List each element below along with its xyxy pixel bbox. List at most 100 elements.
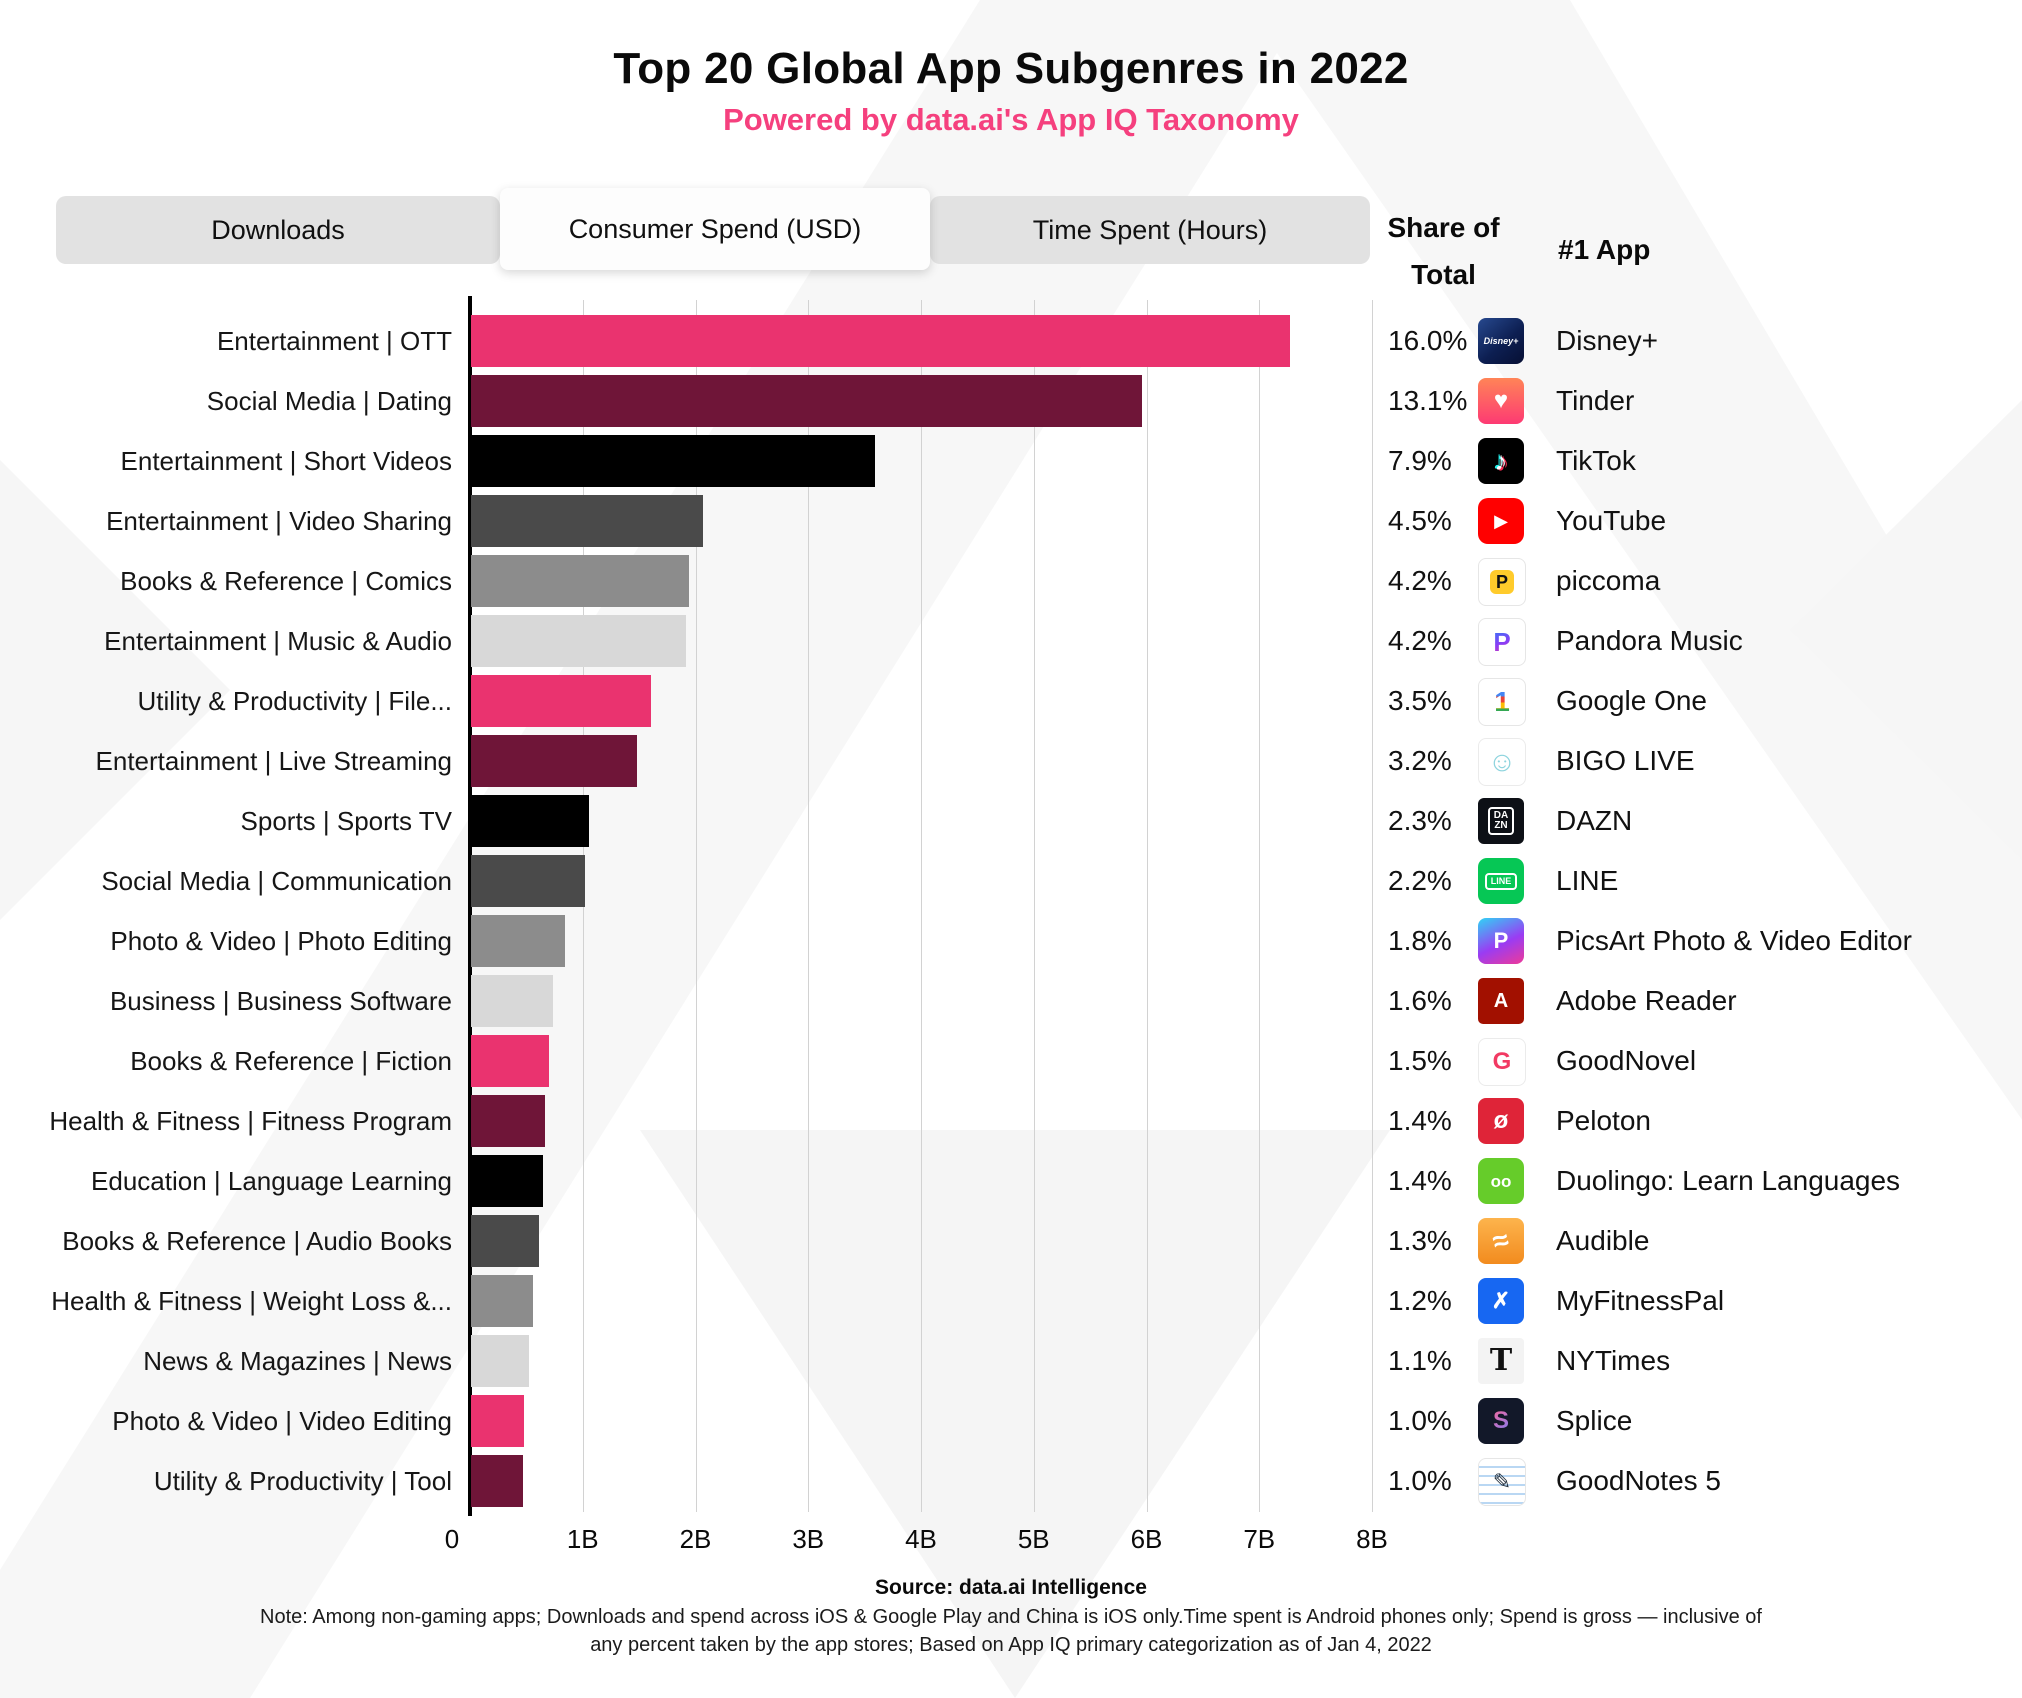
- bar-dazn: [471, 795, 590, 847]
- bar-myfitnesspal: [471, 1275, 533, 1327]
- category-label-piccoma: Books & Reference | Comics: [120, 566, 452, 596]
- x-tick-0: 0: [444, 1524, 460, 1554]
- bar-splice: [471, 1395, 524, 1447]
- x-tick-7B: 7B: [1243, 1524, 1276, 1554]
- bar-pandora-music: [471, 615, 687, 667]
- share-value-myfitnesspal: 1.2%: [1388, 1285, 1452, 1316]
- x-tick-2B: 2B: [679, 1524, 712, 1554]
- bar-duolingo-learn-languages: [471, 1155, 544, 1207]
- app-icon-nytimes: T: [1478, 1338, 1524, 1384]
- bar-nytimes: [471, 1335, 529, 1387]
- app-name-splice: Splice: [1556, 1405, 1633, 1436]
- app-name-line: LINE: [1556, 865, 1619, 896]
- share-value-bigo-live: 3.2%: [1388, 745, 1452, 776]
- app-icon-pandora-music: P: [1478, 618, 1526, 666]
- bar-audible: [471, 1215, 539, 1267]
- share-value-youtube: 4.5%: [1388, 505, 1452, 536]
- category-label-goodnotes-5: Utility & Productivity | Tool: [153, 1466, 452, 1496]
- app-name-dazn: DAZN: [1556, 805, 1633, 836]
- app-icon-goodnovel: G: [1478, 1038, 1526, 1086]
- source-text: Source: data.ai Intelligence: [875, 1576, 1147, 1599]
- app-icon-piccoma: P: [1478, 558, 1526, 606]
- share-value-nytimes: 1.1%: [1388, 1345, 1452, 1376]
- category-label-tinder: Social Media | Dating: [206, 386, 452, 416]
- app-icon-bigo-live: ☺: [1478, 738, 1526, 786]
- app-icon-adobe-reader: A: [1478, 978, 1524, 1024]
- page-title: Top 20 Global App Subgenres in 2022: [613, 44, 1409, 93]
- category-label-splice: Photo & Video | Video Editing: [112, 1406, 452, 1436]
- bar-piccoma: [471, 555, 689, 607]
- app-name-goodnotes-5: GoodNotes 5: [1556, 1465, 1721, 1496]
- x-tick-5B: 5B: [1017, 1524, 1050, 1554]
- category-label-tiktok: Entertainment | Short Videos: [120, 446, 452, 476]
- gridline-6B: [1146, 300, 1148, 1512]
- category-label-google-one: Utility & Productivity | File...: [137, 686, 453, 716]
- app-icon-picsart-photo-video-editor: P: [1478, 918, 1524, 964]
- tab-consumer-spend[interactable]: Consumer Spend (USD): [500, 188, 930, 270]
- x-tick-1B: 1B: [566, 1524, 599, 1554]
- gridline-4B: [921, 300, 922, 1512]
- bar-disney: [471, 315, 1290, 367]
- app-name-myfitnesspal: MyFitnessPal: [1556, 1285, 1725, 1316]
- app-name-duolingo-learn-languages: Duolingo: Learn Languages: [1556, 1165, 1901, 1196]
- share-value-tinder: 13.1%: [1388, 385, 1468, 416]
- share-value-goodnovel: 1.5%: [1388, 1045, 1452, 1076]
- app-icon-myfitnesspal: ✗: [1478, 1278, 1524, 1324]
- app-icon-youtube: ▶: [1478, 498, 1524, 544]
- share-value-duolingo-learn-languages: 1.4%: [1388, 1165, 1452, 1196]
- bar-bigo-live: [471, 735, 637, 787]
- share-value-pandora-music: 4.2%: [1388, 625, 1452, 656]
- app-name-nytimes: NYTimes: [1556, 1345, 1671, 1376]
- app-name-peloton: Peloton: [1556, 1105, 1651, 1136]
- share-value-piccoma: 4.2%: [1388, 565, 1452, 596]
- x-tick-4B: 4B: [905, 1524, 937, 1554]
- footnote-line1: Note: Among non-gaming apps; Downloads a…: [260, 1606, 1762, 1628]
- app-icon-duolingo-learn-languages: oo: [1478, 1158, 1524, 1204]
- app-name-bigo-live: BIGO LIVE: [1556, 745, 1695, 776]
- app-name-youtube: YouTube: [1556, 505, 1667, 536]
- app-name-pandora-music: Pandora Music: [1556, 625, 1743, 656]
- footnote-line2: any percent taken by the app stores; Bas…: [590, 1634, 1432, 1656]
- app-name-goodnovel: GoodNovel: [1556, 1045, 1697, 1076]
- app-name-audible: Audible: [1556, 1225, 1650, 1256]
- category-label-nytimes: News & Magazines | News: [143, 1346, 452, 1376]
- bar-tiktok: [471, 435, 875, 487]
- app-name-piccoma: piccoma: [1556, 565, 1661, 596]
- share-value-picsart-photo-video-editor: 1.8%: [1388, 925, 1452, 956]
- category-label-adobe-reader: Business | Business Software: [109, 986, 452, 1016]
- bar-goodnotes-5: [471, 1455, 523, 1507]
- app-name-adobe-reader: Adobe Reader: [1556, 985, 1737, 1016]
- app-icon-peloton: ø: [1478, 1098, 1524, 1144]
- category-label-disney: Entertainment | OTT: [216, 326, 452, 356]
- app-icon-line: LINE: [1478, 858, 1524, 904]
- gridline-3B: [808, 300, 810, 1512]
- category-label-goodnovel: Books & Reference | Fiction: [130, 1046, 452, 1076]
- app-icon-google-one: 1: [1478, 678, 1526, 726]
- share-value-dazn: 2.3%: [1388, 805, 1452, 836]
- app-name-tiktok: TikTok: [1556, 445, 1636, 476]
- share-value-goodnotes-5: 1.0%: [1388, 1465, 1452, 1496]
- gridline-5B: [1033, 300, 1035, 1512]
- app-icon-splice: S: [1478, 1398, 1524, 1444]
- share-value-tiktok: 7.9%: [1388, 445, 1452, 476]
- category-label-line: Social Media | Communication: [101, 866, 452, 896]
- app-icon-tinder: ♥: [1478, 378, 1524, 424]
- app-name-picsart-photo-video-editor: PicsArt Photo & Video Editor: [1556, 925, 1912, 956]
- category-label-bigo-live: Entertainment | Live Streaming: [95, 746, 452, 776]
- app-name-disney: Disney+: [1556, 325, 1658, 356]
- y-axis-line: [468, 296, 472, 1516]
- share-value-adobe-reader: 1.6%: [1388, 985, 1452, 1016]
- bar-adobe-reader: [471, 975, 554, 1027]
- share-of-total-line1: Share of: [1387, 212, 1500, 243]
- app-name-tinder: Tinder: [1556, 385, 1635, 416]
- category-label-myfitnesspal: Health & Fitness | Weight Loss &...: [51, 1286, 452, 1316]
- share-value-peloton: 1.4%: [1388, 1105, 1452, 1136]
- share-value-line: 2.2%: [1388, 865, 1452, 896]
- bar-peloton: [471, 1095, 546, 1147]
- share-value-splice: 1.0%: [1388, 1405, 1452, 1436]
- tab-time-spent[interactable]: Time Spent (Hours): [930, 196, 1370, 264]
- tab-downloads[interactable]: Downloads: [56, 196, 500, 264]
- share-value-audible: 1.3%: [1388, 1225, 1452, 1256]
- app-icon-dazn: DA ZN: [1478, 798, 1524, 844]
- app-icon-tiktok: ♪: [1478, 438, 1524, 484]
